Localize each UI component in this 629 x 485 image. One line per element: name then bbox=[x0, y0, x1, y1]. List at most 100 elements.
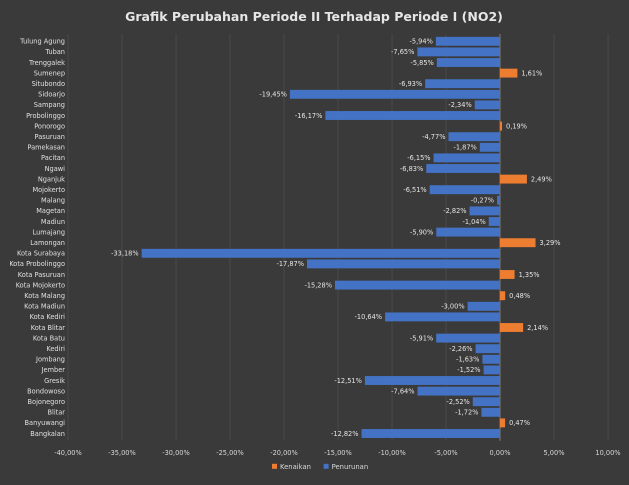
category-label: Nganjuk bbox=[38, 175, 65, 183]
bar bbox=[469, 206, 500, 216]
category-label: Bangkalan bbox=[30, 430, 65, 438]
data-label: -17,87% bbox=[276, 260, 304, 268]
data-label: -7,65% bbox=[391, 48, 414, 56]
data-label: -4,77% bbox=[422, 133, 445, 141]
data-label: 2,14% bbox=[527, 324, 548, 332]
category-label: Kota Probolinggo bbox=[9, 260, 65, 268]
data-label: -7,64% bbox=[391, 387, 414, 395]
bar bbox=[475, 344, 500, 354]
data-label: -10,64% bbox=[355, 313, 383, 321]
category-label: Kota Blitar bbox=[31, 324, 66, 332]
category-label: Jombang bbox=[35, 356, 65, 364]
bar bbox=[488, 217, 500, 226]
data-label: -5,85% bbox=[410, 59, 433, 67]
bar bbox=[474, 100, 500, 110]
data-label: -33,18% bbox=[111, 250, 139, 258]
bar bbox=[141, 248, 500, 258]
bar bbox=[417, 47, 500, 57]
bar bbox=[426, 164, 500, 173]
category-label: Banyuwangi bbox=[25, 419, 66, 427]
category-label: Kota Kediri bbox=[30, 313, 66, 321]
data-label: -2,26% bbox=[449, 345, 472, 353]
category-label: Bojonegoro bbox=[28, 398, 65, 406]
data-label: -1,87% bbox=[453, 144, 476, 152]
bar bbox=[417, 386, 500, 396]
data-label: -6,83% bbox=[400, 165, 423, 173]
category-label: Ngawi bbox=[45, 165, 66, 173]
data-label: -5,91% bbox=[410, 334, 433, 342]
x-tick-label: -30,00% bbox=[162, 449, 190, 457]
bar bbox=[500, 291, 506, 301]
data-label: -1,63% bbox=[456, 356, 479, 364]
bars bbox=[141, 36, 536, 438]
category-label: Ponorogo bbox=[34, 122, 65, 130]
x-tick-label: -5,00% bbox=[434, 449, 457, 457]
bar bbox=[361, 429, 500, 438]
category-label: Gresik bbox=[44, 377, 65, 385]
data-label: -5,94% bbox=[410, 38, 433, 46]
x-tick-label: -25,00% bbox=[216, 449, 244, 457]
bar bbox=[307, 259, 500, 269]
category-label: Blitar bbox=[47, 409, 65, 417]
category-label: Lamongan bbox=[30, 239, 65, 247]
bar bbox=[429, 185, 500, 195]
bar bbox=[472, 397, 500, 407]
x-tick-label: 0,00% bbox=[490, 449, 511, 457]
category-label: Sumenep bbox=[34, 69, 65, 77]
bar bbox=[483, 365, 500, 375]
bar bbox=[500, 323, 524, 332]
data-label: -2,52% bbox=[446, 398, 469, 406]
x-tick-label: 10,00% bbox=[595, 449, 620, 457]
category-label: Kota Surabaya bbox=[17, 250, 65, 258]
data-label: -12,51% bbox=[334, 377, 362, 385]
bar bbox=[481, 407, 500, 417]
category-label: Probolinggo bbox=[26, 112, 65, 120]
category-labels: Tulung Agung Tuban Trenggalek Sumenep Situbo… bbox=[9, 38, 65, 438]
data-label: -1,72% bbox=[455, 409, 478, 417]
data-label: -0,27% bbox=[471, 197, 494, 205]
category-label: Mojokerto bbox=[32, 186, 65, 194]
category-label: Pamekasan bbox=[27, 144, 65, 152]
category-label: Kediri bbox=[46, 345, 65, 353]
category-label: Magetan bbox=[36, 207, 65, 215]
legend-label: Kenaikan bbox=[280, 463, 311, 471]
bar bbox=[289, 89, 500, 99]
bar bbox=[500, 238, 536, 248]
data-label: 2,49% bbox=[531, 175, 552, 183]
category-label: Trenggalek bbox=[28, 59, 65, 67]
legend: Kenaikan Penurunan bbox=[272, 463, 368, 471]
category-label: Malang bbox=[41, 197, 65, 205]
data-label: 3,29% bbox=[540, 239, 561, 247]
category-label: Tuban bbox=[44, 48, 65, 56]
bar bbox=[385, 312, 500, 322]
category-label: Situbondo bbox=[32, 80, 65, 88]
data-label: -1,04% bbox=[462, 218, 485, 226]
data-label: 0,19% bbox=[506, 122, 527, 130]
bar bbox=[436, 58, 500, 67]
category-label: Kota Batu bbox=[33, 334, 65, 342]
bar bbox=[479, 142, 500, 152]
category-label: Madiun bbox=[41, 218, 65, 226]
bar bbox=[334, 280, 500, 290]
category-label: Lumajang bbox=[33, 228, 65, 236]
data-label: 1,61% bbox=[521, 69, 542, 77]
data-label: -2,82% bbox=[443, 207, 466, 215]
bar bbox=[500, 270, 515, 279]
bar bbox=[436, 333, 500, 343]
bar bbox=[448, 132, 500, 142]
data-label: 0,48% bbox=[509, 292, 530, 300]
category-label: Sidoarjo bbox=[38, 91, 65, 99]
bar bbox=[425, 79, 500, 89]
data-label: -6,15% bbox=[407, 154, 430, 162]
data-label: -12,82% bbox=[331, 430, 359, 438]
bar bbox=[325, 111, 500, 120]
x-tick-label: -10,00% bbox=[378, 449, 406, 457]
bar bbox=[467, 301, 500, 311]
bar bbox=[500, 68, 518, 78]
legend-swatch bbox=[272, 463, 277, 469]
data-label: -2,34% bbox=[448, 101, 471, 109]
data-label: 1,35% bbox=[519, 271, 540, 279]
x-tick-label: -15,00% bbox=[324, 449, 352, 457]
